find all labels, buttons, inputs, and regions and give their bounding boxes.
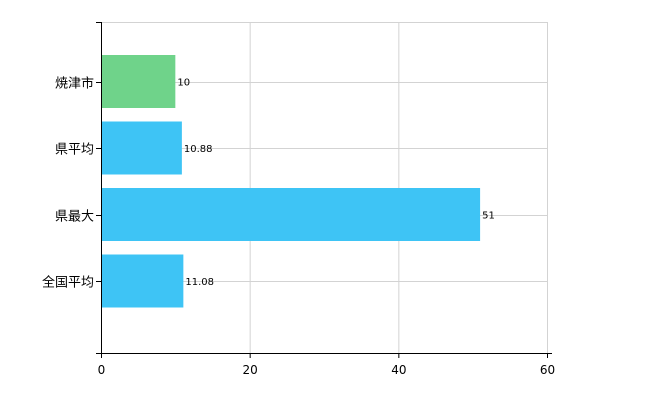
bar-3 (101, 254, 184, 308)
data-label-1: 10.88 (184, 144, 213, 155)
x-tick-label-0: 0 (98, 363, 106, 377)
category-label-0: 焼津市 (55, 76, 94, 92)
axes (96, 22, 552, 358)
data-label-2: 51 (482, 211, 495, 222)
x-tick-label-1: 20 (243, 363, 258, 377)
data-label-3: 11.08 (185, 277, 214, 288)
category-label-3: 全国平均 (42, 275, 94, 291)
category-label-1: 県平均 (55, 143, 94, 158)
x-tick-label-2: 40 (391, 363, 406, 377)
bars (101, 55, 481, 308)
bar-0 (101, 55, 176, 108)
bar-2 (101, 188, 481, 241)
x-tick-label-3: 60 (540, 363, 555, 377)
data-label-0: 10 (177, 78, 190, 89)
category-label-2: 県最大 (55, 210, 94, 225)
bar-1 (101, 121, 182, 175)
